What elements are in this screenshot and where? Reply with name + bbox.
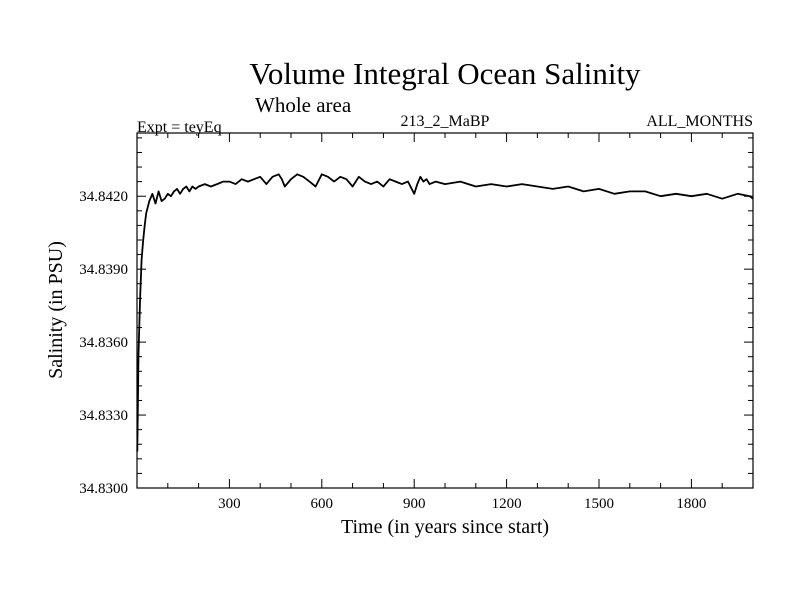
run-id-label: 213_2_MaBP [401, 113, 490, 130]
x-tick-label: 1500 [584, 496, 614, 512]
y-tick-label: 34.8330 [79, 408, 128, 424]
chart-subtitle: Whole area [255, 93, 352, 117]
x-tick-label: 1200 [492, 496, 522, 512]
x-tick-label: 900 [403, 496, 426, 512]
y-tick-label: 34.8390 [79, 262, 128, 278]
x-tick-label: 300 [218, 496, 241, 512]
months-label: ALL_MONTHS [646, 113, 753, 130]
x-tick-labels: 300 600 900 1200 1500 1800 [218, 496, 706, 512]
x-axis-label: Time (in years since start) [341, 516, 549, 538]
y-axis-label: Salinity (in PSU) [45, 241, 67, 379]
experiment-label: Expt = teyEq [137, 119, 222, 136]
x-tick-label: 1800 [676, 496, 706, 512]
plot-frame [136, 132, 754, 489]
y-tick-labels: 34.8300 34.8330 34.8360 34.8390 34.8420 [79, 189, 128, 497]
x-tick-label: 600 [311, 496, 334, 512]
y-tick-label: 34.8420 [79, 189, 128, 205]
y-tick-label: 34.8300 [79, 481, 128, 497]
chart-title: Volume Integral Ocean Salinity [249, 56, 641, 91]
y-tick-label: 34.8360 [79, 335, 128, 351]
axis-ticks [137, 133, 753, 489]
salinity-series-line [136, 173, 754, 452]
